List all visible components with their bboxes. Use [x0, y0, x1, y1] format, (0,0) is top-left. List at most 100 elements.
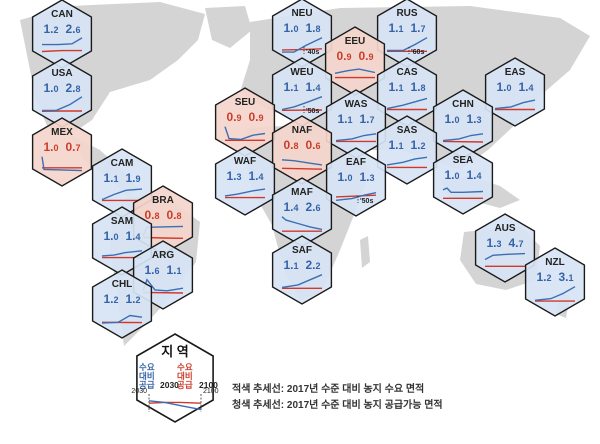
supply-trend-line: [224, 188, 266, 197]
crossover-decade-label: '50s: [306, 108, 319, 115]
demand-ratio-2030: 1.1: [388, 80, 403, 94]
supply-trend-line: [281, 216, 323, 231]
supply-ratio-2100: 0.8: [166, 208, 181, 222]
supply-trend-line: [281, 159, 323, 166]
supply-trend-line: [224, 126, 266, 141]
supply-ratio-2100: 1.3: [359, 170, 374, 184]
region-code: NEU: [291, 8, 312, 19]
region-weu: WEU 1.1 1.4 '50s: [271, 57, 333, 127]
hexagon-chl: [91, 269, 153, 339]
demand-ratio-2030: 1.1: [388, 138, 403, 152]
supply-ratio-2100: 1.2: [125, 292, 140, 306]
supply-trend-line: [442, 187, 484, 193]
hexagon-nzl: [524, 247, 586, 317]
supply-ratio-2100: 2.6: [305, 200, 320, 214]
supply-trend-line: [334, 68, 376, 74]
demand-trend-line: [442, 140, 484, 143]
supply-ratio-2100: 1.4: [248, 169, 263, 183]
supply-trend-line: [386, 156, 428, 166]
supply-trend-line: [41, 156, 83, 172]
region-chl: CHL 1.2 1.2: [91, 269, 153, 339]
region-maf: MAF 1.4 2.6: [271, 177, 333, 247]
demand-ratio-2030: 1.0: [103, 229, 118, 243]
supply-trend-line: [101, 250, 143, 257]
supply-ratio-2100: 1.7: [410, 21, 425, 35]
supply-ratio-2100: 1.9: [125, 171, 140, 185]
legend-red-line-desc: 적색 추세선: 2017년 수준 대비 농지 수요 면적: [232, 382, 424, 395]
supply-ratio-2100: 1.2: [410, 138, 425, 152]
demand-ratio-2030: 1.0: [337, 170, 352, 184]
supply-ratio-2100: 2.6: [65, 22, 80, 36]
demand-ratio-2030: 1.3: [226, 169, 241, 183]
region-code: AUS: [494, 223, 515, 234]
region-code: CAN: [51, 9, 73, 20]
demand-ratio-2030: 1.3: [486, 236, 501, 250]
supply-trend-line: [484, 252, 526, 261]
demand-ratio-2030: 0.9: [226, 110, 241, 124]
demand-ratio-2030: 0.8: [144, 208, 159, 222]
region-code: MEX: [51, 127, 73, 138]
region-code: BRA: [152, 195, 174, 206]
hexagon-eaf: [325, 147, 387, 217]
hexagon-aus: [474, 213, 536, 283]
region-sea: SEA 1.0 1.4: [432, 145, 494, 215]
region-code: WEU: [290, 67, 313, 78]
region-saf: SAF 1.1 2.2: [271, 235, 333, 305]
region-chn: CHN 1.0 1.3: [432, 89, 494, 159]
demand-ratio-2030: 1.1: [337, 112, 352, 126]
demand-ratio-2030: 1.0: [496, 80, 511, 94]
demand-ratio-2030: 0.8: [283, 138, 298, 152]
region-eaf: EAF 1.0 1.3 '50s: [325, 147, 387, 217]
region-code: CHL: [112, 279, 133, 290]
supply-ratio-2100: 2.8: [65, 81, 80, 95]
region-waf: WAF 1.3 1.4: [214, 146, 276, 216]
supply-ratio-2100: 0.6: [305, 138, 320, 152]
supply-ratio-2100: 4.7: [508, 236, 523, 250]
region-sas: SAS 1.1 1.2: [376, 115, 438, 185]
region-nzl: NZL 1.2 3.1: [524, 247, 586, 317]
legend-supply-line: [148, 400, 202, 411]
region-eas: EAS 1.0 1.4: [484, 57, 546, 127]
region-code: NAF: [292, 125, 313, 136]
demand-ratio-2030: 1.1: [388, 21, 403, 35]
supply-trend-line: [282, 37, 323, 53]
supply-trend-line: [494, 99, 536, 110]
demand-trend-line: [281, 167, 323, 170]
legend-title: 지 역: [161, 344, 189, 359]
region-code: RUS: [396, 8, 417, 19]
demand-ratio-2030: 1.1: [283, 80, 298, 94]
region-code: SEU: [235, 97, 256, 108]
region-cam: CAM 1.1 1.9: [91, 148, 153, 218]
demand-ratio-2030: 1.2: [43, 22, 58, 36]
hexagon-sea: [432, 145, 494, 215]
supply-ratio-2100: 1.1: [166, 263, 181, 277]
demand-ratio-2030: 1.0: [43, 81, 58, 95]
supply-trend-line: [42, 37, 83, 46]
demand-ratio-2030: 1.4: [283, 200, 298, 214]
region-aus: AUS 1.3 4.7: [474, 213, 536, 283]
supply-trend-line: [101, 314, 143, 324]
supply-ratio-2100: 0.9: [248, 110, 263, 124]
demand-ratio-2030: 1.1: [283, 258, 298, 272]
legend-demand-line: [148, 401, 202, 404]
supply-ratio-2100: 1.4: [305, 80, 320, 94]
supply-ratio-2100: 1.4: [125, 229, 140, 243]
region-code: WAF: [234, 156, 256, 167]
supply-trend-line: [335, 133, 377, 142]
region-code: WAS: [345, 99, 368, 110]
crossover-decade-label: '60s: [411, 49, 424, 56]
region-code: MAF: [291, 187, 313, 198]
demand-ratio-2030: 1.0: [283, 21, 298, 35]
supply-ratio-2100: 1.8: [410, 80, 425, 94]
crossover-decade-label: '50s: [360, 198, 373, 205]
supply-ratio-2100: 3.1: [558, 270, 573, 284]
supply-ratio-2100: 1.8: [305, 21, 320, 35]
supply-ratio-2100: 1.4: [466, 168, 481, 182]
demand-ratio-2030: 1.2: [103, 292, 118, 306]
demand-ratio-2030: 1.0: [444, 112, 459, 126]
region-code: ARG: [152, 250, 174, 261]
region-code: EAS: [505, 67, 526, 78]
supply-trend-line: [281, 96, 323, 111]
